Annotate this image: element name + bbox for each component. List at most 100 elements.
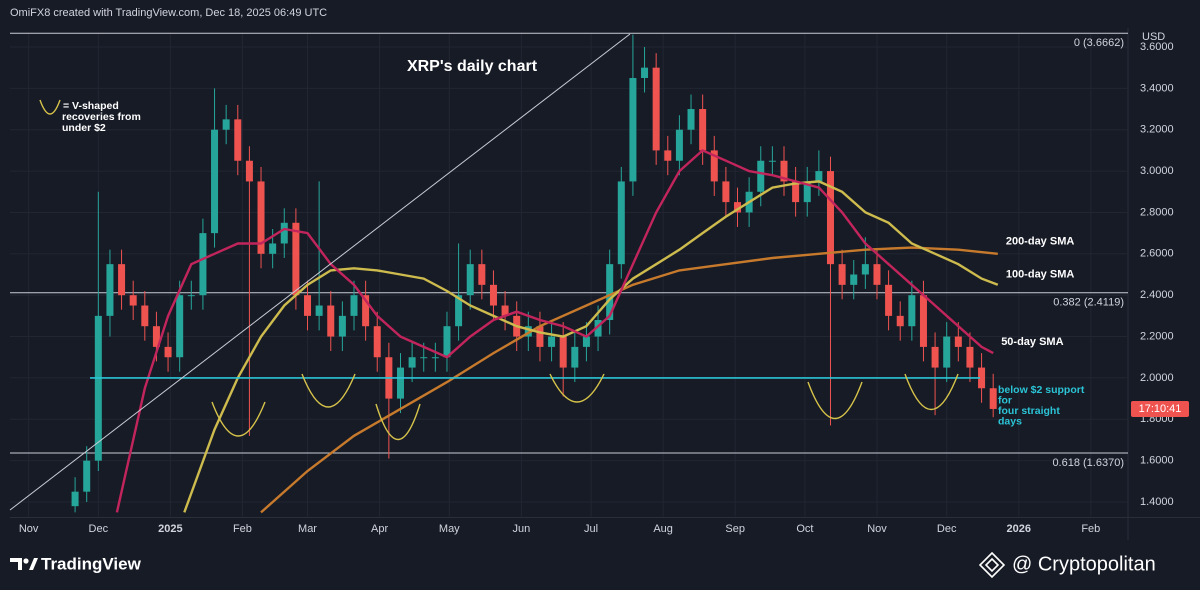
candle-body (594, 320, 602, 337)
candle-body (176, 295, 184, 358)
candle-body (315, 305, 323, 316)
sma-label: 100-day SMA (1006, 269, 1075, 281)
v-marker (549, 373, 605, 403)
y-tick-label: 2.2000 (1140, 330, 1174, 342)
candle-body (338, 315, 346, 337)
v-marker (211, 401, 266, 437)
candle-body (94, 315, 102, 461)
candle-body (792, 181, 800, 203)
header: OmiFX8 created with TradingView.com, Dec… (10, 7, 327, 19)
v-marker (301, 373, 356, 408)
logo-shape (10, 558, 22, 570)
x-tick-label: Nov (19, 523, 39, 535)
candle-body (931, 346, 939, 368)
candle-body (443, 326, 451, 358)
trend-line (9, 33, 631, 511)
candle-body (396, 367, 404, 399)
candle-body (83, 460, 91, 492)
candle-body (164, 346, 172, 358)
candle-body (989, 388, 997, 409)
y-tick-label: 3.6000 (1140, 41, 1174, 53)
x-tick-label: Apr (371, 523, 388, 535)
candle-body (420, 357, 428, 359)
candle-body (757, 160, 765, 192)
candle-body (257, 181, 265, 254)
v-marker (375, 403, 421, 440)
candle-body (478, 264, 486, 285)
candle-body (350, 295, 358, 316)
candle-body (571, 346, 579, 368)
cryptopolitan-logo (978, 551, 1006, 579)
y-tick-label: 1.6000 (1140, 455, 1174, 467)
candle-body (269, 243, 277, 254)
y-tick-label: 3.2000 (1140, 124, 1174, 136)
candle-body (245, 160, 253, 182)
candle-body (954, 336, 962, 347)
plot-area: 1.40001.60001.80002.00002.20002.40002.60… (10, 28, 1200, 540)
support-note: days (998, 415, 1022, 427)
candle-body (675, 129, 683, 161)
candle-body (292, 222, 300, 296)
fib-label: 0 (3.6662) (1074, 37, 1124, 49)
candle-body (327, 305, 335, 337)
candle-body (501, 305, 509, 316)
sma-label: 200-day SMA (1006, 236, 1075, 248)
candle-body (489, 284, 497, 306)
logo-shape (23, 558, 29, 564)
x-tick-label: Dec (937, 523, 957, 535)
candle-body (118, 264, 126, 296)
candle-body (466, 264, 474, 296)
candle-body (71, 491, 79, 507)
x-tick-label: Dec (89, 523, 109, 535)
support-note: below $2 support (998, 384, 1085, 396)
candle-body (559, 336, 567, 368)
candle-body (129, 295, 137, 306)
v-marker (807, 381, 863, 420)
x-tick-label: Jul (584, 523, 598, 535)
candle-body (582, 336, 590, 347)
chart-title: XRP's daily chart (407, 58, 538, 75)
candle-body (431, 357, 439, 359)
candle-body (734, 202, 742, 213)
x-tick-label: May (439, 523, 460, 535)
fib-label: 0.618 (1.6370) (1052, 457, 1124, 469)
x-tick-label: Mar (298, 523, 317, 535)
tradingview-logo (10, 558, 38, 570)
sma-label: 50-day SMA (1001, 336, 1063, 348)
fib-label: 0.382 (2.4119) (1053, 297, 1124, 309)
candle-body (850, 274, 858, 285)
candle-body (211, 129, 219, 234)
countdown: 17:10:41 (1139, 403, 1182, 415)
candle-body (873, 264, 881, 285)
support-note: four straight (998, 405, 1060, 417)
candle-body (943, 336, 951, 368)
candle-body (699, 109, 707, 151)
footer-brand: TradingView (41, 554, 142, 573)
candle-body (908, 295, 916, 327)
x-tick-label: 2025 (158, 523, 182, 535)
candle-body (629, 78, 637, 182)
candle-body (234, 119, 242, 161)
candle-body (652, 67, 660, 151)
candle-body (280, 222, 288, 244)
candle-body (536, 326, 544, 347)
x-tick-label: Feb (233, 523, 252, 535)
y-tick-label: 3.4000 (1140, 82, 1174, 94)
candle-body (919, 295, 927, 347)
candle-body (548, 336, 556, 347)
v-marker (904, 373, 959, 410)
price-badge (1131, 400, 1189, 417)
sma-line (260, 246, 998, 514)
legend-note: recoveries from (62, 111, 141, 123)
candle-body (978, 367, 986, 389)
y-tick-label: 2.0000 (1140, 372, 1174, 384)
candle-body (780, 160, 788, 182)
candle-body (885, 284, 893, 316)
candle-body (187, 295, 195, 297)
candle-body (199, 233, 207, 296)
sma-line (115, 148, 994, 513)
sma-line (183, 180, 999, 513)
candle-body (455, 295, 463, 327)
support-note: for (998, 394, 1012, 406)
